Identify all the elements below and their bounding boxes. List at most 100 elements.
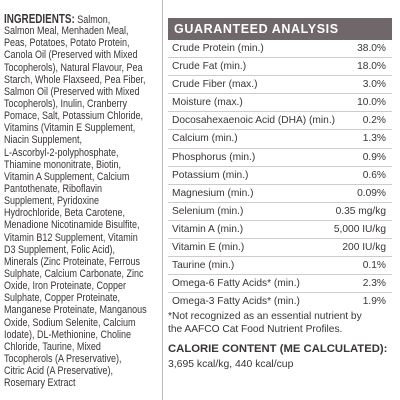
nutrient-value: 0.09% — [357, 187, 386, 199]
ingredient-text: Citric Acid (A Preservative), — [4, 365, 114, 378]
ingredient-line: Oxide, Sodium Selenite, Calcium — [4, 317, 154, 329]
nutrient-name: Phosphorus (min.) — [172, 151, 256, 163]
ingredient-line: L-Ascorbyl-2-polyphosphate, — [4, 147, 154, 159]
ingredients-heading: INGREDIENTS: — [4, 12, 75, 26]
analysis-title: GUARANTEED ANALYSIS — [168, 18, 392, 40]
ingredient-line: INGREDIENTS: Salmon, — [4, 12, 154, 26]
nutrient-value: 200 IU/kg — [342, 242, 386, 254]
nutrient-name: Crude Fat (min.) — [172, 61, 247, 73]
ingredient-line: Pantothenate, Riboflavin — [4, 183, 154, 195]
ingredient-text: Vitamin B12 Supplement, Vitamin — [4, 231, 138, 244]
nutrient-name: Calcium (min.) — [172, 133, 238, 145]
ingredient-line: Oxide, Iron Proteinate, Copper — [4, 280, 154, 292]
ingredient-text: Minerals (Zinc Proteinate, Ferrous — [4, 255, 141, 268]
ingredient-line: Peas, Potatoes, Potato Protein, — [4, 37, 154, 49]
analysis-row: Vitamin A (min.) 5,000 IU/kg — [168, 221, 392, 240]
nutrient-value: 1.9% — [362, 296, 386, 308]
ingredient-text: Tocopherols (A Preservative), — [4, 352, 122, 365]
ingredient-line: Menadione Nicotinamide Bisulfite, — [4, 219, 154, 231]
nutrient-value: 0.2% — [362, 115, 386, 127]
nutrient-value: 0.1% — [362, 260, 386, 272]
ingredient-text: Pantothenate, Riboflavin — [4, 182, 103, 195]
nutrient-value: 18.0% — [357, 61, 386, 73]
ingredient-text: Manganese Proteinate, Manganous — [4, 304, 147, 317]
ingredient-text: Pomace, Salt, Potassium Chloride, — [4, 110, 144, 123]
ingredient-text: Oxide, Iron Proteinate, Copper — [4, 280, 127, 293]
nutrient-value: 3.0% — [362, 79, 386, 91]
nutrient-name: Crude Protein (min.) — [172, 43, 264, 54]
ingredient-text: Thiamine mononitrate, Biotin, — [4, 158, 122, 171]
ingredient-text: Niacin Supplement, — [4, 134, 83, 147]
ingredient-line: Sulphate, Calcium Carbonate, Zinc — [4, 268, 154, 280]
ingredient-text: D3 Supplement, Folic Acid), — [4, 243, 116, 256]
analysis-row: Omega-6 Fatty Acids* (min.) 2.3% — [168, 275, 392, 294]
ingredient-text: Chloride, Taurine, Mixed — [4, 340, 101, 353]
nutrient-value: 10.0% — [357, 97, 386, 109]
nutrient-name: Taurine (min.) — [172, 260, 235, 272]
footnote: *Not recognized as an essential nutrient… — [168, 310, 394, 336]
guaranteed-analysis: GUARANTEED ANALYSIS Crude Protein (min.)… — [168, 18, 392, 311]
ingredient-text: Rosemary Extract — [4, 377, 76, 390]
analysis-row: Magnesium (min.) 0.09% — [168, 185, 392, 203]
nutrient-name: Selenium (min.) — [172, 205, 244, 217]
nutrient-name: Docosahexaenoic Acid (DHA) (min.) — [172, 115, 336, 127]
ingredient-text: Starch, Whole Flaxseed, Pea Fiber, — [4, 73, 146, 86]
ingredient-line: Vitamin B12 Supplement, Vitamin — [4, 232, 154, 244]
ingredient-line: Thiamine mononitrate, Biotin, — [4, 159, 154, 171]
ingredient-line: Tocopherols), Inulin, Cranberry — [4, 98, 154, 110]
ingredient-line: Hydrochloride, Beta Carotene, — [4, 207, 154, 219]
ingredient-text: Salmon Meal, Menhaden Meal, — [4, 25, 129, 38]
ingredient-text: Tocopherols), Inulin, Cranberry — [4, 97, 128, 110]
ingredient-line: Salmon Oil (Preserved with Mixed — [4, 86, 154, 98]
analysis-row: Moisture (max.) 10.0% — [168, 94, 392, 113]
nutrient-name: Potassium (min.) — [172, 169, 249, 181]
analysis-row: Docosahexaenoic Acid (DHA) (min.) 0.2% — [168, 112, 392, 131]
ingredient-line: Starch, Whole Flaxseed, Pea Fiber, — [4, 74, 154, 86]
ingredient-text: Sulphate, Copper Proteinate, — [4, 292, 121, 305]
ingredient-text: Sulphate, Calcium Carbonate, Zinc — [4, 267, 144, 280]
ingredient-line: Salmon Meal, Menhaden Meal, — [4, 25, 154, 37]
ingredient-line: Supplement, Pyridoxine — [4, 195, 154, 207]
analysis-row: Phosphorus (min.) 0.9% — [168, 149, 392, 167]
ingredient-text: Iodate), DL-Methionine, Choline — [4, 328, 132, 341]
ingredient-line: D3 Supplement, Folic Acid), — [4, 244, 154, 256]
ingredient-text: Salmon, — [74, 14, 111, 26]
ingredient-text: Peas, Potatoes, Potato Protein, — [4, 37, 130, 50]
ingredient-text: Tocopherols), Natural Flavour, Pea — [4, 61, 143, 74]
analysis-row: Taurine (min.) 0.1% — [168, 257, 392, 276]
ingredient-line: Tocopherols), Natural Flavour, Pea — [4, 62, 154, 74]
nutrient-value: 0.9% — [362, 151, 386, 163]
ingredient-text: Salmon Oil (Preserved with Mixed — [4, 85, 140, 98]
analysis-row: Vitamin E (min.) 200 IU/kg — [168, 239, 392, 258]
ingredient-text: Canola Oil (Preserved with Mixed — [4, 49, 138, 62]
analysis-table: Crude Protein (min.) 38.0% Crude Fat (min.… — [168, 40, 392, 311]
ingredient-line: Tocopherols (A Preservative), — [4, 353, 154, 365]
analysis-row: Crude Fiber (max.) 3.0% — [168, 76, 392, 95]
calorie-heading: CALORIE CONTENT (ME CALCULATED): — [168, 343, 388, 355]
analysis-row: Omega-3 Fatty Acids* (min.) 1.9% — [168, 293, 392, 311]
analysis-row: Potassium (min.) 0.6% — [168, 167, 392, 185]
ingredient-line: Minerals (Zinc Proteinate, Ferrous — [4, 256, 154, 268]
nutrient-name: Vitamin A (min.) — [172, 223, 244, 235]
nutrient-name: Omega-3 Fatty Acids* (min.) — [172, 296, 300, 308]
ingredient-line: Rosemary Extract — [4, 377, 154, 389]
footer: *Not recognized as an essential nutrient… — [168, 310, 394, 373]
nutrient-value: 38.0% — [357, 43, 386, 54]
nutrient-name: Crude Fiber (max.) — [172, 79, 258, 91]
divider — [162, 0, 163, 400]
nutrient-value: 0.35 mg/kg — [335, 205, 386, 217]
ingredient-text: Menadione Nicotinamide Bisulfite, — [4, 219, 140, 232]
ingredient-line: Vitamins (Vitamin E Supplement, — [4, 122, 154, 134]
nutrient-name: Moisture (max.) — [172, 97, 243, 109]
ingredient-text: Oxide, Sodium Selenite, Calcium — [4, 316, 136, 329]
calorie-text: 3,695 kcal/kg, 440 kcal/cup — [168, 359, 294, 370]
ingredient-text: Hydrochloride, Beta Carotene, — [4, 207, 126, 220]
analysis-row: Selenium (min.) 0.35 mg/kg — [168, 203, 392, 221]
nutrient-name: Magnesium (min.) — [172, 187, 254, 199]
footnote-line: the AAFCO Cat Food Nutrient Profiles. — [168, 324, 343, 335]
nutrient-name: Omega-6 Fatty Acids* (min.) — [172, 278, 300, 290]
ingredient-text: L-Ascorbyl-2-polyphosphate, — [4, 146, 119, 159]
ingredient-line: Chloride, Taurine, Mixed — [4, 341, 154, 353]
nutrient-value: 5,000 IU/kg — [333, 223, 386, 235]
